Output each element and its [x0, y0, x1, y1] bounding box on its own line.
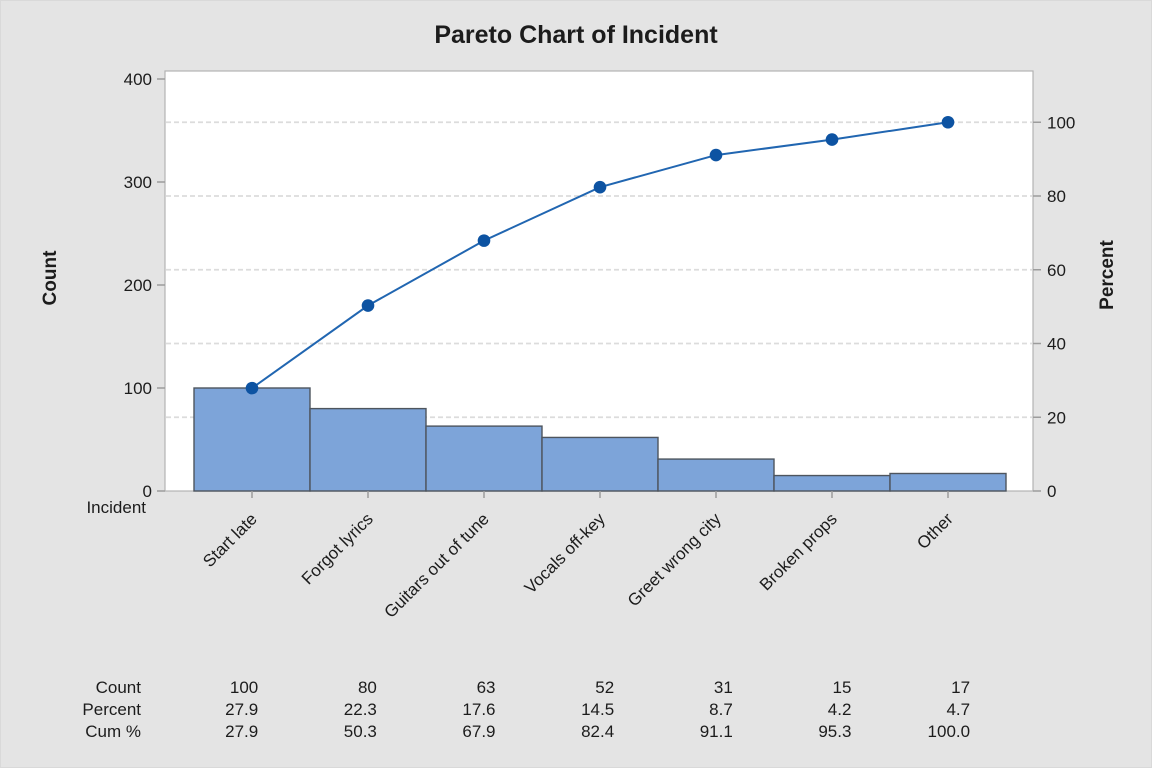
stats-row-label: Cum %: [85, 722, 141, 741]
stats-cell: 4.2: [827, 700, 852, 719]
count-axis-tick-label: 200: [124, 276, 152, 295]
stats-cell: 67.9: [462, 722, 496, 741]
cumulative-point: [593, 180, 607, 194]
stats-cell: 63: [476, 678, 496, 697]
count-axis-tick-label: 400: [124, 70, 152, 89]
percent-axis-tick-label: 40: [1047, 335, 1066, 354]
category-label: Guitars out of tune: [380, 509, 492, 621]
stats-cell: 52: [595, 678, 615, 697]
category-label: Other: [913, 509, 957, 553]
stats-cell: 27.9: [225, 700, 259, 719]
category-label: Broken props: [756, 509, 841, 594]
stats-cell: 8.7: [709, 700, 733, 719]
category-label: Greet wrong city: [624, 509, 725, 610]
stats-cell: 95.3: [818, 722, 852, 741]
percent-axis-tick-label: 80: [1047, 187, 1066, 206]
chart-title: Pareto Chart of Incident: [434, 21, 718, 49]
stats-cell: 100.0: [927, 722, 971, 741]
stats-cell: 80: [357, 678, 377, 697]
cumulative-point: [245, 381, 259, 395]
plot-area: 0 100 200 300 400 0 20 40 60 80 100 Start late Forgo…: [124, 70, 1076, 622]
pareto-bar: [193, 387, 311, 492]
stats-cell: 50.3: [343, 722, 377, 741]
cumulative-point: [477, 234, 491, 247]
pareto-bar: [773, 474, 891, 492]
pareto-bar: [425, 425, 543, 492]
category-label: Start late: [199, 509, 261, 571]
count-axis-tick-label: 0: [143, 482, 152, 501]
stats-cell: 91.1: [699, 722, 733, 741]
stats-cell: 15: [832, 678, 852, 697]
pareto-bar: [309, 407, 427, 492]
stats-cell: 22.3: [343, 700, 377, 719]
category-label: Vocals off-key: [521, 509, 609, 597]
stats-cell: 31: [713, 678, 733, 697]
stats-cell: 14.5: [581, 700, 615, 719]
cumulative-point: [941, 115, 955, 129]
cumulative-point: [361, 299, 375, 312]
percent-axis-tick-label: 60: [1047, 261, 1066, 280]
stats-cell: 27.9: [225, 722, 259, 741]
pareto-bar: [889, 472, 1007, 492]
stats-row-label: Count: [95, 678, 141, 697]
cumulative-point: [709, 148, 723, 162]
percent-axis-tick-label: 20: [1047, 408, 1066, 427]
stats-cell: 17: [951, 678, 971, 697]
stats-cell: 100: [229, 678, 259, 697]
pareto-bar: [657, 458, 775, 492]
percent-axis-tick-label: 0: [1047, 482, 1056, 501]
pareto-bar: [541, 436, 659, 492]
stats-cell: 17.6: [462, 700, 496, 719]
percent-axis-tick-label: 100: [1047, 113, 1075, 132]
stats-row-label: Percent: [82, 700, 141, 719]
stats-cell: 82.4: [581, 722, 615, 741]
stats-cell: 4.7: [946, 700, 971, 719]
count-axis-tick-label: 100: [124, 379, 152, 398]
count-axis-tick-label: 300: [124, 173, 152, 192]
category-label: Forgot lyrics: [298, 509, 377, 588]
cumulative-point: [825, 133, 839, 146]
x-axis-title: Incident: [86, 498, 146, 517]
